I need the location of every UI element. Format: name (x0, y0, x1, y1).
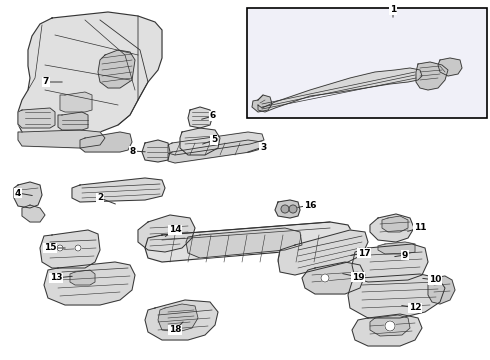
Text: 10: 10 (429, 275, 441, 284)
Text: 8: 8 (130, 147, 136, 156)
Polygon shape (145, 222, 352, 262)
Polygon shape (352, 244, 428, 282)
Polygon shape (58, 112, 88, 130)
Polygon shape (186, 228, 302, 258)
Polygon shape (72, 178, 165, 202)
Polygon shape (18, 12, 162, 140)
Polygon shape (168, 132, 264, 155)
Text: 15: 15 (44, 243, 56, 252)
Polygon shape (378, 242, 415, 254)
Bar (247, 8, 487, 118)
Text: 11: 11 (414, 224, 426, 233)
Polygon shape (70, 270, 95, 285)
Text: 1: 1 (390, 5, 396, 14)
Polygon shape (252, 95, 272, 112)
Text: 16: 16 (304, 201, 316, 210)
Polygon shape (438, 58, 462, 76)
Polygon shape (18, 130, 105, 148)
Polygon shape (18, 108, 55, 128)
Text: 12: 12 (409, 303, 421, 312)
Circle shape (385, 321, 395, 331)
Polygon shape (428, 276, 455, 304)
Circle shape (57, 245, 63, 251)
Polygon shape (258, 68, 422, 112)
Polygon shape (80, 132, 132, 152)
Polygon shape (188, 107, 212, 128)
Text: 2: 2 (97, 194, 103, 202)
Polygon shape (180, 128, 220, 155)
Polygon shape (275, 200, 300, 218)
Polygon shape (278, 230, 368, 275)
Text: 17: 17 (358, 248, 370, 257)
Polygon shape (14, 182, 42, 208)
Polygon shape (416, 62, 448, 90)
Polygon shape (168, 140, 264, 163)
Text: 14: 14 (169, 225, 181, 234)
Polygon shape (352, 314, 422, 346)
Polygon shape (370, 214, 414, 242)
Polygon shape (22, 205, 45, 222)
Polygon shape (40, 230, 100, 268)
Text: 9: 9 (402, 251, 408, 260)
Polygon shape (145, 300, 218, 340)
Polygon shape (302, 262, 365, 294)
Text: 5: 5 (211, 135, 217, 144)
Polygon shape (382, 216, 408, 232)
Polygon shape (138, 215, 195, 252)
Polygon shape (44, 262, 135, 305)
Text: 13: 13 (50, 274, 62, 283)
Polygon shape (370, 315, 410, 336)
Text: 7: 7 (43, 77, 49, 86)
Text: 19: 19 (352, 273, 364, 282)
Polygon shape (158, 304, 198, 332)
Circle shape (289, 205, 297, 213)
Text: 3: 3 (260, 143, 266, 152)
Polygon shape (348, 274, 445, 318)
Text: 6: 6 (210, 112, 216, 121)
Circle shape (281, 205, 289, 213)
Circle shape (75, 245, 81, 251)
Polygon shape (98, 50, 135, 88)
Text: 18: 18 (169, 325, 181, 334)
Text: 4: 4 (15, 189, 21, 198)
Polygon shape (142, 140, 170, 162)
Polygon shape (60, 92, 92, 112)
Circle shape (321, 274, 329, 282)
